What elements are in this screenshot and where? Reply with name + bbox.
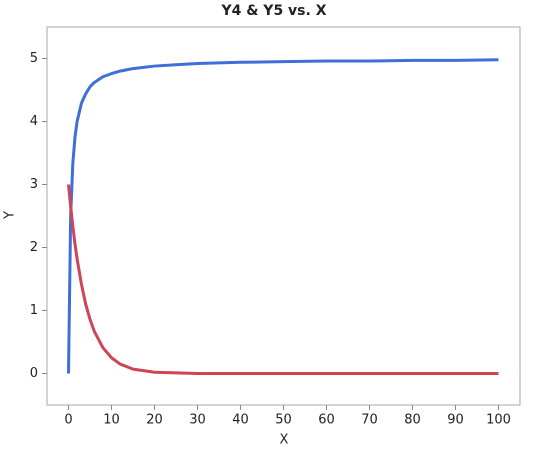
x-tick-label: 30 [189,413,206,428]
y-tick-label: 3 [30,177,38,192]
x-tick-label: 60 [318,413,335,428]
series-line [67,58,499,374]
x-tick-label: 50 [275,413,292,428]
x-tick-label: 20 [146,413,163,428]
x-tick-label: 10 [103,413,120,428]
x-tick-label: 0 [64,413,72,428]
y-axis-label: Y [3,211,18,220]
y-tick-label: 0 [30,366,38,381]
x-tick-label: 100 [486,413,511,428]
x-tick-label: 80 [404,413,421,428]
x-axis-label: X [280,433,289,448]
x-tick-label: 90 [447,413,464,428]
plot-frame [46,26,521,406]
x-tick-label: 40 [232,413,249,428]
y-tick-label: 5 [30,51,38,66]
x-tick-label: 70 [361,413,378,428]
y-tick-label: 2 [30,240,38,255]
series-line [67,184,499,375]
chart-title: Y4 & Y5 vs. X [220,3,326,19]
y-tick-label: 1 [30,303,38,318]
y-tick-label: 4 [30,114,38,129]
